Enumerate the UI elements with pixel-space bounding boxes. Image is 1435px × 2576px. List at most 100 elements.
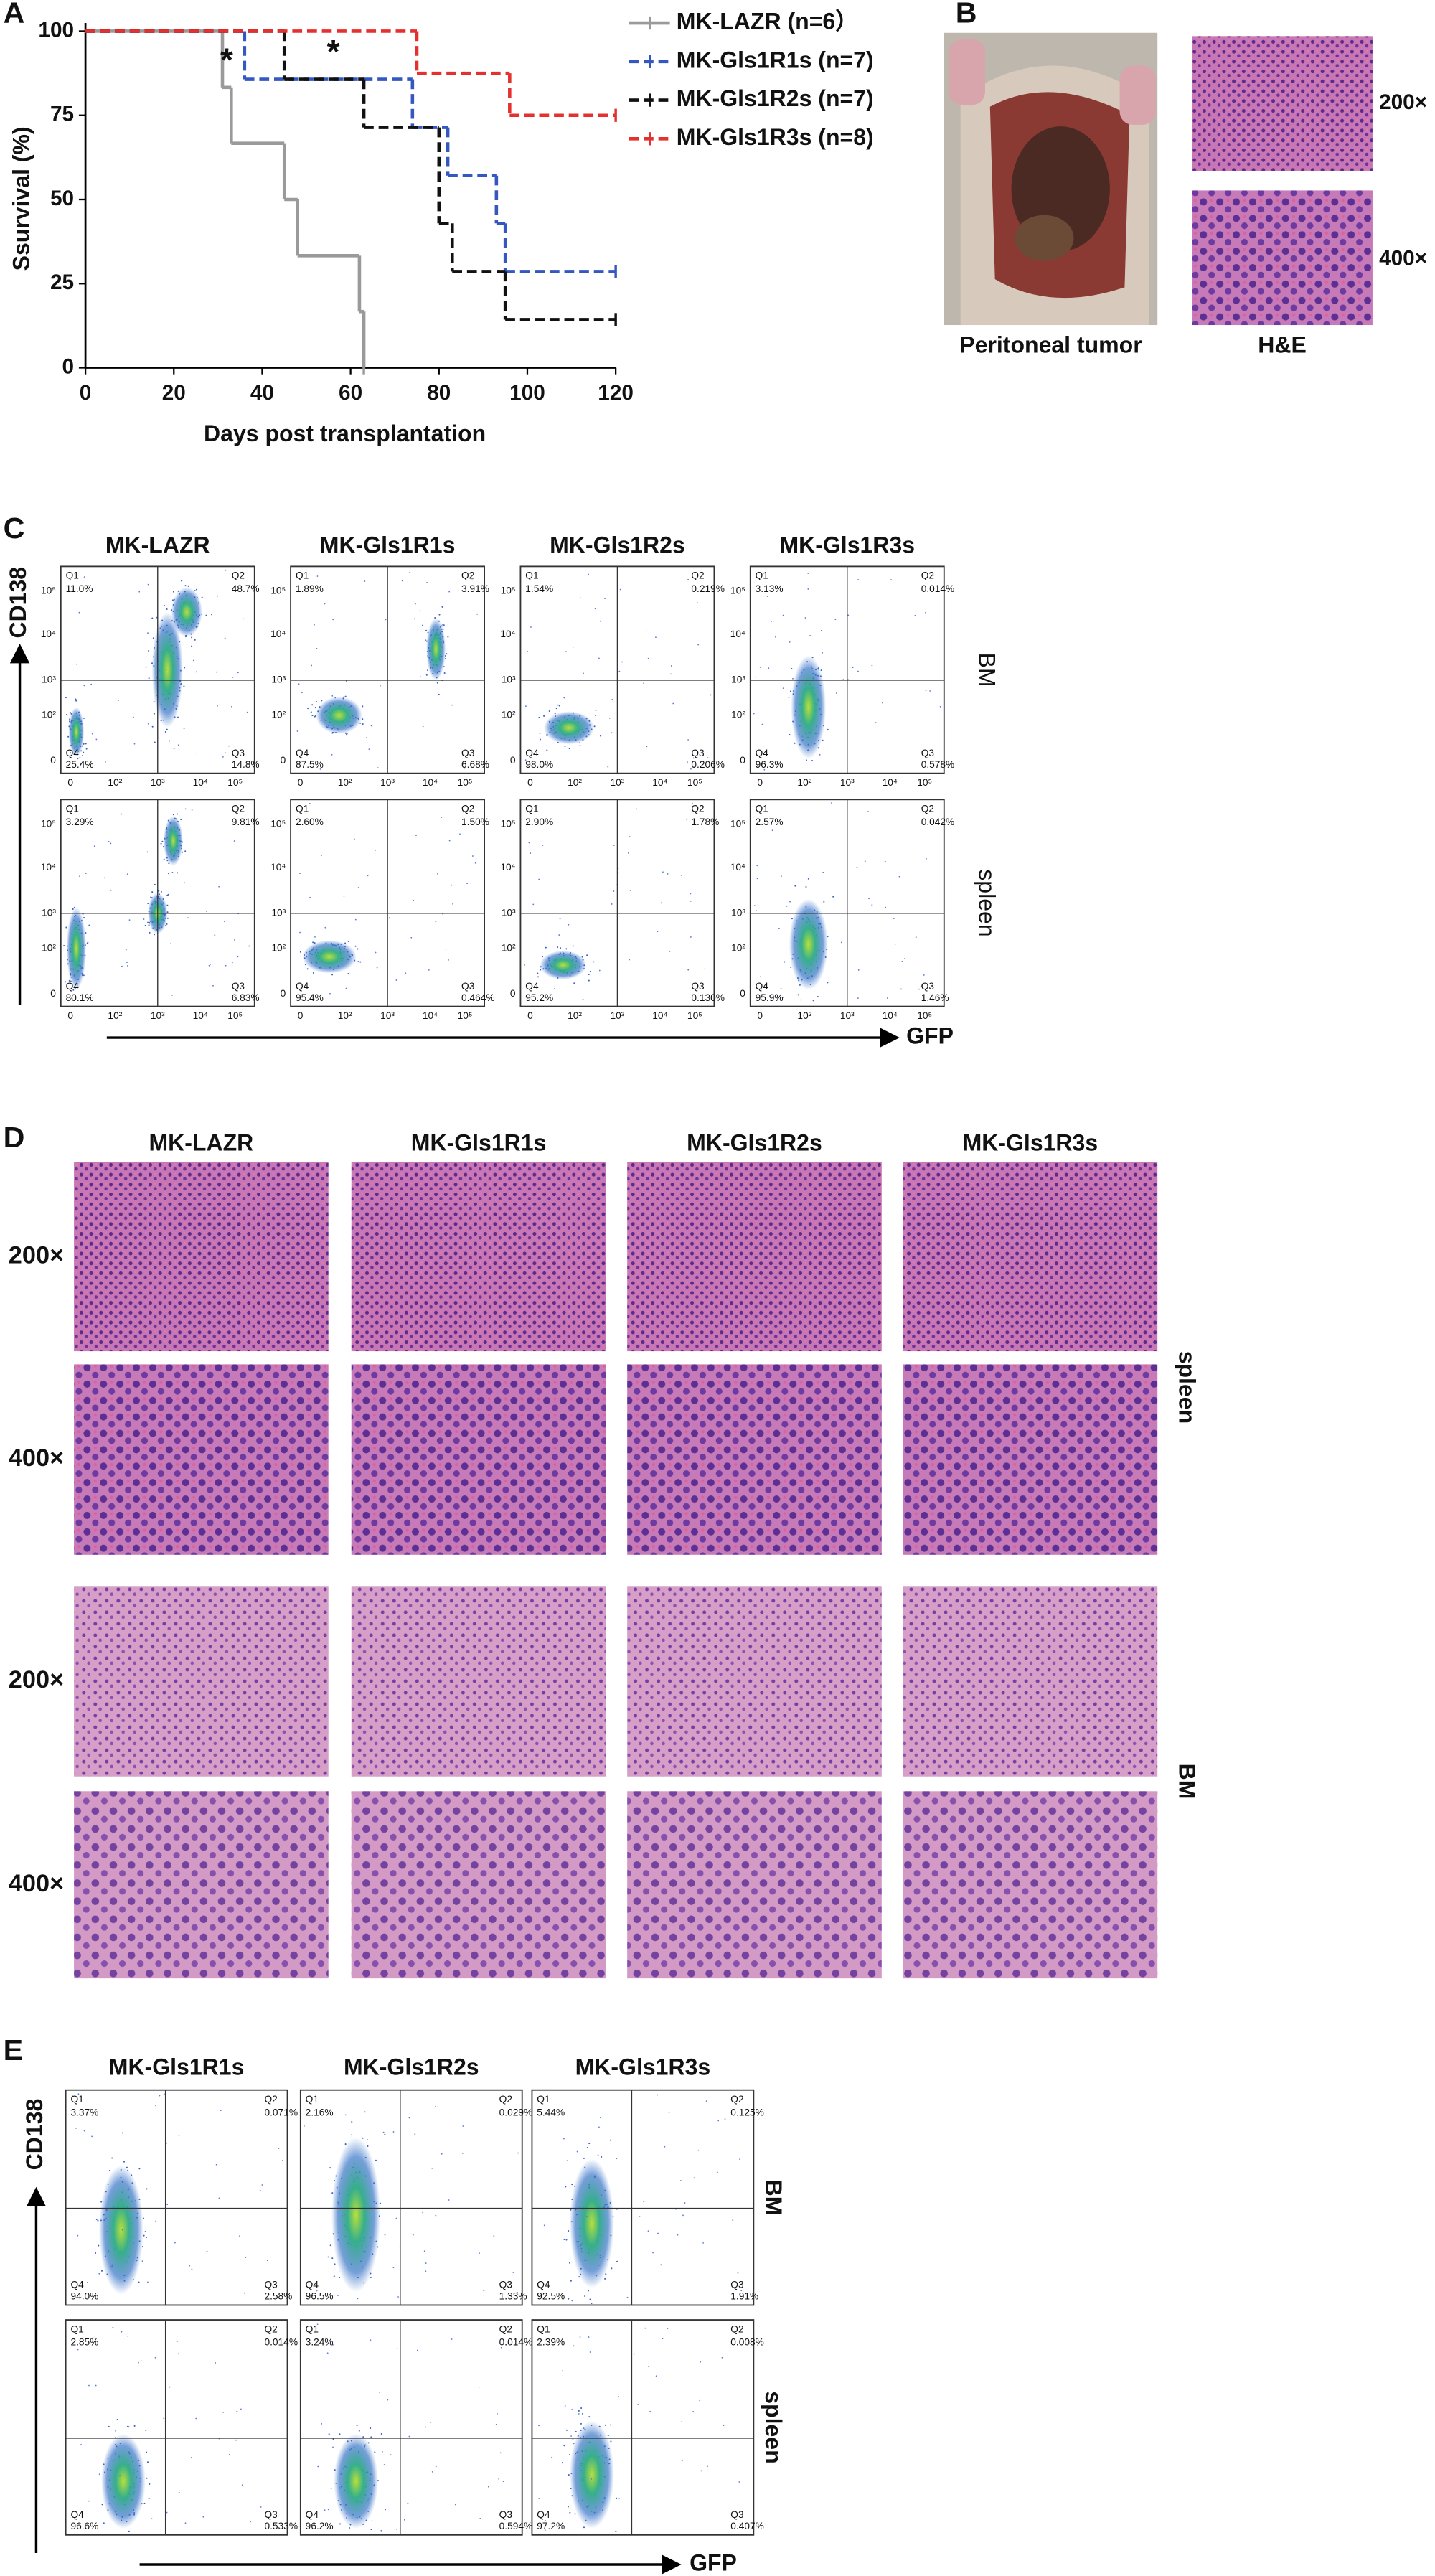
- event-dot: [98, 2244, 100, 2247]
- x-tick-label: 10³: [840, 777, 855, 788]
- event-dot: [900, 988, 902, 990]
- event-dot: [576, 2150, 578, 2153]
- event-dot: [716, 2171, 718, 2173]
- y-tick-label: 10²: [271, 942, 286, 953]
- y-tick-label: 10³: [502, 674, 516, 685]
- quadrant-name: Q2: [730, 2094, 743, 2105]
- quadrant-name: Q1: [66, 570, 79, 581]
- x-tick-label: 10²: [338, 777, 352, 788]
- event-dot: [637, 2404, 639, 2405]
- event-dot: [85, 873, 87, 874]
- quadrant-value: 9.81%: [232, 817, 260, 827]
- quadrant-value: 2.16%: [306, 2107, 334, 2117]
- y-tick-label: 10⁴: [500, 629, 515, 639]
- event-dot: [611, 903, 613, 905]
- event-dot: [557, 946, 559, 949]
- density-blob: [540, 950, 587, 980]
- event-dot: [140, 2360, 142, 2362]
- event-dot: [414, 603, 416, 605]
- event-dot: [428, 969, 430, 971]
- event-dot: [563, 697, 565, 699]
- event-dot: [687, 761, 688, 763]
- event-dot: [639, 2216, 641, 2218]
- event-dot: [368, 748, 370, 751]
- quadrant-value: 98.0%: [525, 759, 553, 770]
- event-dot: [558, 934, 560, 936]
- y-tick-label: 10³: [731, 674, 745, 685]
- event-dot: [462, 2125, 464, 2127]
- event-dot: [435, 2106, 436, 2107]
- event-dot: [331, 974, 334, 976]
- row-label: 200×: [9, 1666, 64, 1693]
- event-dot: [502, 2481, 504, 2483]
- axis-label: GFP: [906, 1023, 954, 1049]
- column-title: MK-Gls1R3s: [779, 532, 915, 558]
- event-dot: [151, 617, 154, 619]
- event-dot: [97, 2219, 99, 2222]
- quadrant-name: Q1: [296, 570, 309, 581]
- event-dot: [180, 819, 182, 821]
- event-dot: [83, 576, 85, 578]
- event-dot: [691, 802, 693, 804]
- event-dot: [644, 2327, 646, 2329]
- event-dot: [670, 665, 672, 667]
- event-dot: [184, 2522, 187, 2524]
- event-dot: [693, 2177, 695, 2179]
- quadrant-name: Q4: [756, 981, 769, 992]
- event-dot: [231, 705, 232, 708]
- event-dot: [146, 2281, 149, 2283]
- event-dot: [419, 610, 421, 612]
- x-tick-label: 10²: [338, 1010, 352, 1021]
- event-dot: [784, 961, 786, 963]
- event-dot: [332, 2446, 334, 2448]
- event-dot: [756, 865, 758, 867]
- x-tick-label: 10³: [611, 1010, 625, 1021]
- event-dot: [338, 2271, 340, 2273]
- event-dot: [920, 985, 922, 987]
- event-dot: [217, 595, 219, 597]
- event-dot: [598, 657, 600, 659]
- event-dot: [155, 616, 158, 619]
- x-tick-label: 0: [67, 777, 73, 788]
- density-blob: [101, 2433, 146, 2529]
- y-tick-label: 10²: [731, 710, 745, 720]
- event-dot: [579, 2336, 581, 2338]
- event-dot: [370, 2436, 372, 2438]
- event-dot: [589, 970, 591, 972]
- event-dot: [929, 690, 931, 692]
- event-dot: [77, 2234, 79, 2237]
- x-tick-label: 10⁴: [883, 777, 898, 788]
- quadrant-name: Q3: [730, 2509, 744, 2520]
- event-dot: [657, 2232, 659, 2234]
- event-dot: [538, 716, 540, 718]
- histology-image: [74, 1364, 329, 1555]
- event-dot: [413, 618, 415, 620]
- density-blob: [426, 618, 446, 680]
- event-dot: [126, 2425, 129, 2427]
- event-dot: [311, 704, 314, 706]
- event-dot: [672, 702, 674, 705]
- event-dot: [164, 731, 166, 733]
- event-dot: [618, 2498, 620, 2500]
- event-dot: [332, 2438, 334, 2440]
- y-tick-label: 0: [62, 354, 75, 378]
- event-dot: [187, 585, 189, 587]
- event-dot: [545, 946, 547, 949]
- event-dot: [595, 715, 597, 717]
- event-dot: [530, 852, 532, 855]
- quadrant-name: Q4: [537, 2509, 550, 2520]
- event-dot: [184, 585, 187, 587]
- quadrant-value: 5.44%: [537, 2107, 565, 2117]
- quadrant-value: 97.2%: [537, 2521, 565, 2532]
- event-dot: [447, 636, 449, 638]
- quadrant-name: Q2: [461, 570, 474, 581]
- density-blob: [68, 707, 85, 757]
- event-dot: [693, 766, 695, 768]
- quadrant-name: Q1: [756, 804, 768, 814]
- event-dot: [574, 2513, 576, 2515]
- event-dot: [163, 858, 165, 860]
- event-dot: [315, 2283, 317, 2284]
- y-tick-label: 10⁵: [41, 586, 56, 596]
- quadrant-name: Q3: [461, 748, 475, 758]
- event-dot: [588, 2143, 591, 2145]
